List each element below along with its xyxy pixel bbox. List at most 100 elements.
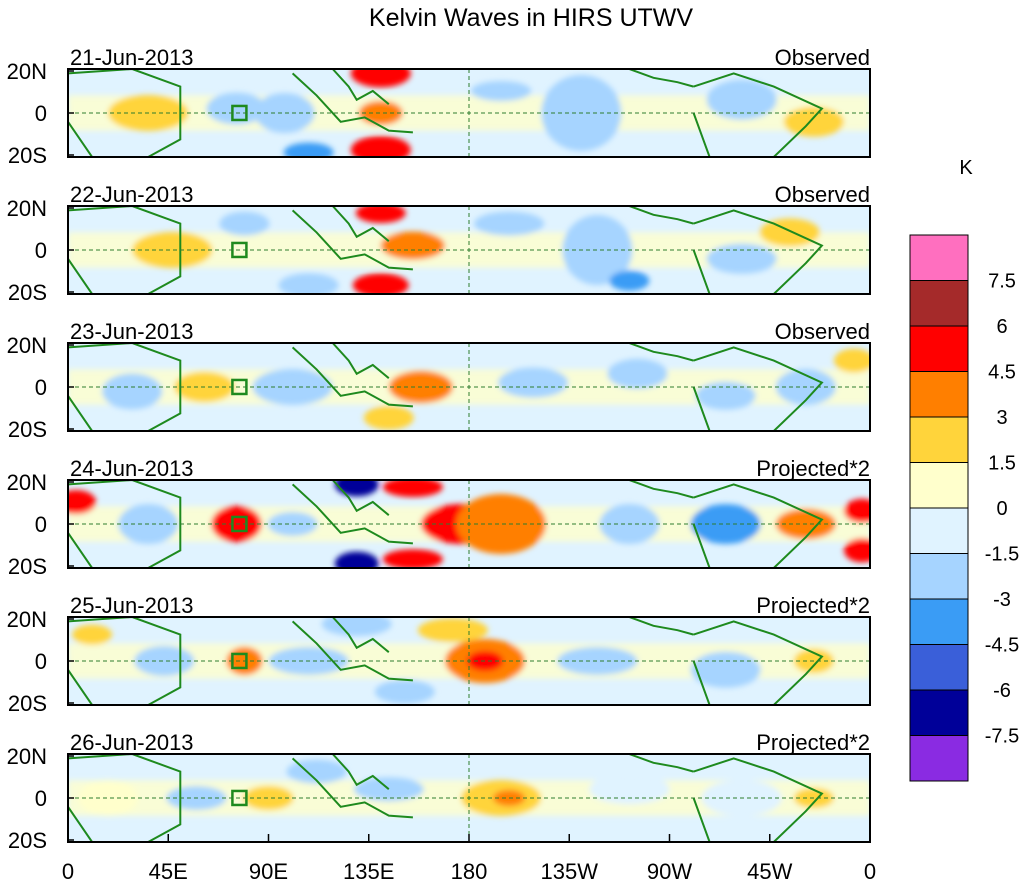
coastline [629,69,694,88]
anomaly-contour [843,498,870,523]
colorbar: K 7.5 6 4.5 3 1.5 0 -1.5 -3 -4.5 -6 -7.5 [909,157,1019,782]
coastline [692,346,824,431]
coastline [692,483,824,568]
anomaly-contour [321,617,392,637]
coastline [331,69,390,105]
coastline [692,72,824,157]
colorbar-level: 3 [996,407,1007,429]
coastline [68,343,182,431]
coastline [68,69,182,157]
coastlines [68,206,824,294]
anomaly-contour [607,358,668,389]
anomaly-contour [833,348,870,373]
coastline [68,754,182,842]
coastlines [68,754,824,842]
anomaly-contour [334,551,379,568]
anomaly-contour [134,646,195,676]
anomaly-contour [382,480,443,498]
y-tick-label: 20S [8,691,47,716]
anomaly-contour [843,538,870,563]
coastline [291,483,413,545]
colorbar-level: 7.5 [988,271,1016,293]
coastline [331,343,390,379]
anomaly-contour [102,373,163,410]
coastlines [68,617,824,705]
panel-kind: Observed [775,182,870,207]
coastline [692,757,824,842]
colorbar-level: 4.5 [988,362,1016,384]
colorbar-swatch [909,689,969,736]
y-tick-label: 20N [7,744,47,769]
anomaly-contour [243,786,294,810]
anomaly-contour [706,79,777,120]
anomaly-contour [278,273,339,294]
coastline [331,480,390,516]
colorbar-level: -7.5 [985,726,1019,748]
anomaly-contour [706,243,777,274]
panel-date: 26-Jun-2013 [70,730,194,755]
colorbar-level: 0 [996,498,1007,520]
panel-kind: Observed [775,45,870,70]
anomaly-contour [355,206,406,224]
colorbar-level: -4.5 [985,635,1019,657]
anomaly-contour [783,106,844,137]
panel-date: 22-Jun-2013 [70,182,194,207]
anomaly-contour [374,679,435,704]
colorbar-swatch [909,325,969,372]
panel-date: 25-Jun-2013 [70,593,194,618]
x-tick-label: 0 [62,859,74,884]
coastlines [68,480,824,568]
colorbar-level: -3 [993,589,1011,611]
x-tick-label: 90E [249,859,288,884]
x-tick-label: 45E [149,859,188,884]
colorbar-swatch [909,280,969,327]
anomaly-contour [557,647,638,675]
anomaly-contour [352,273,409,294]
anomaly-contour [380,231,445,260]
coastline [331,617,390,653]
y-tick-label: 20N [7,333,47,358]
anomaly-contour [72,624,113,645]
coastline [331,754,390,790]
y-tick-label: 20S [8,143,47,168]
colorbar-swatch [909,462,969,509]
y-tick-label: 0 [35,649,47,674]
panel-date: 23-Jun-2013 [70,319,194,344]
colorbar-swatch [909,553,969,600]
coastline [629,206,694,225]
x-tick-label: 0 [864,859,876,884]
anomaly-contour [562,215,633,285]
coastline [331,206,390,242]
y-tick-label: 20S [8,417,47,442]
coastline [291,620,413,682]
panel-kind: Projected*2 [756,593,870,618]
colorbar-swatch [909,416,969,463]
y-tick-label: 20S [8,828,47,853]
anomaly-contour [132,232,213,268]
anomaly-contour [334,480,379,497]
map-panel: 25-Jun-2013 Projected*2 20N 0 20S [7,593,871,716]
anomaly-contour [78,780,139,816]
anomaly-contour [456,494,547,554]
anomaly-contour [417,618,488,643]
map-panels: 21-Jun-2013 Observed 20N 0 20S 22-Jun-2013 Obs… [7,45,871,853]
colorbar-swatch [909,735,969,782]
y-tick-label: 0 [35,238,47,263]
x-tick-label: 135E [343,859,394,884]
map-panel: 23-Jun-2013 Observed 20N 0 20S [7,319,871,442]
coastline [68,480,182,568]
anomaly-contour [382,549,443,568]
coastline [291,346,413,408]
anomaly-contour [498,367,569,398]
map-panel: 26-Jun-2013 Projected*2 20N 0 20S [7,730,871,853]
y-tick-label: 0 [35,375,47,400]
anomaly-contour [609,270,650,291]
y-tick-label: 0 [35,512,47,537]
anomaly-contour [350,69,411,88]
anomaly-contour [219,211,270,236]
anomaly-contour [363,405,414,430]
y-tick-label: 20N [7,470,47,495]
y-tick-label: 20N [7,607,47,632]
anomaly-contour [467,651,504,671]
